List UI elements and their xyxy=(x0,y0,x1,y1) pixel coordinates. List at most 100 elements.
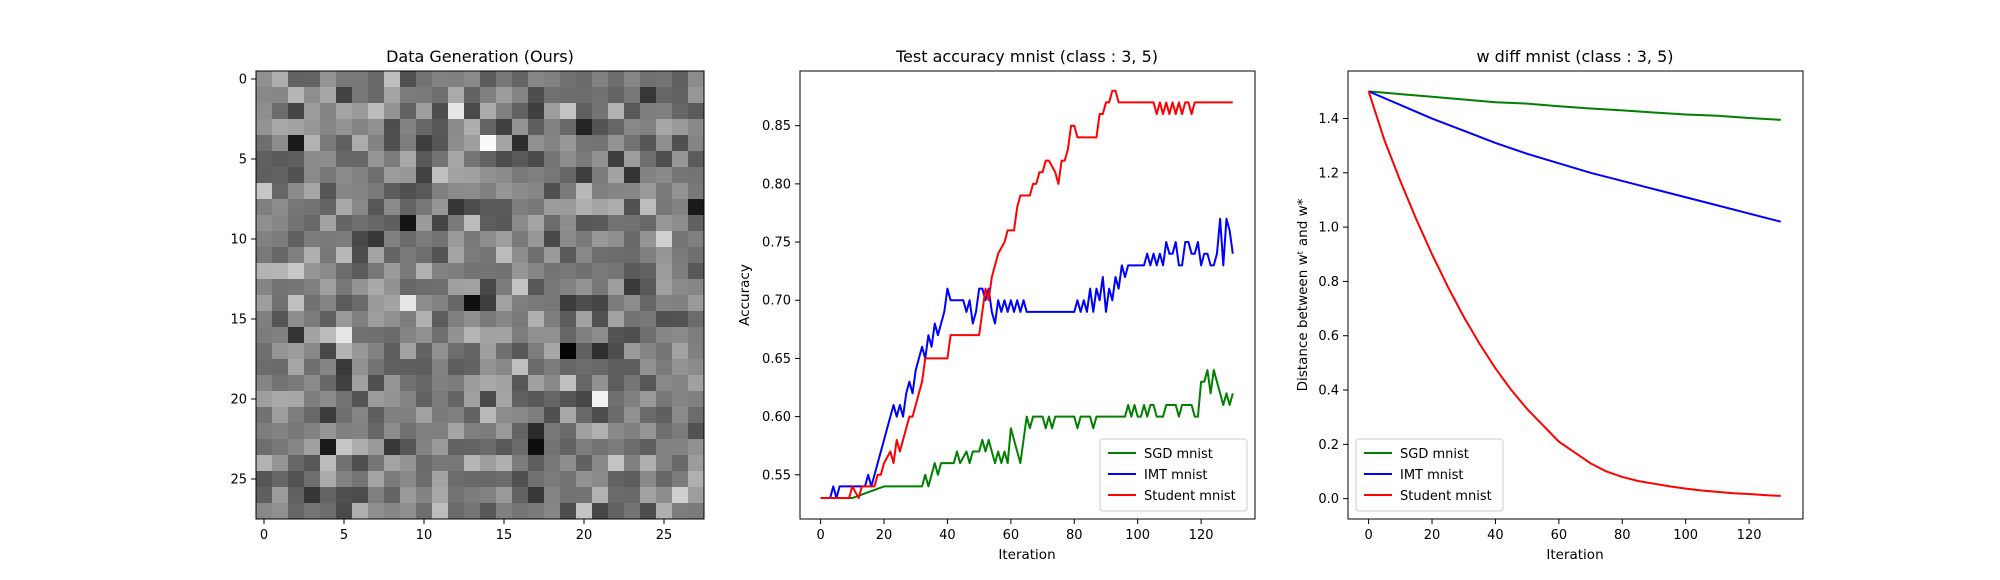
heatmap-cell xyxy=(608,167,625,184)
heatmap-cell xyxy=(416,327,433,344)
heatmap-cell xyxy=(480,327,497,344)
heatmap-cell xyxy=(480,279,497,296)
heatmap-cell xyxy=(688,151,705,168)
heatmap-cell xyxy=(384,327,401,344)
heatmap-cell xyxy=(656,71,673,88)
heatmap-cell xyxy=(256,199,273,216)
heatmap-cell xyxy=(368,343,385,360)
heatmap-cell xyxy=(384,391,401,408)
heatmap-cell xyxy=(624,119,641,136)
heatmap-cell xyxy=(448,311,465,328)
heatmap-cell xyxy=(448,167,465,184)
y-tick-label: 0.4 xyxy=(1318,384,1339,399)
heatmap-cell xyxy=(400,311,417,328)
heatmap-cell xyxy=(304,375,321,392)
heatmap-cell xyxy=(528,503,545,520)
heatmap-cell xyxy=(416,407,433,424)
heatmap-cell xyxy=(688,423,705,440)
heatmap-cell xyxy=(480,503,497,520)
heatmap-cell xyxy=(480,343,497,360)
heatmap-cell xyxy=(672,119,689,136)
heatmap-cell xyxy=(464,87,481,104)
heatmap-cell xyxy=(416,167,433,184)
heatmap-cell xyxy=(256,247,273,264)
heatmap-cell xyxy=(400,391,417,408)
y-tick-label: 0.85 xyxy=(762,119,791,134)
heatmap-cell xyxy=(576,135,593,152)
heatmap-cell xyxy=(336,247,353,264)
heatmap-cell xyxy=(672,455,689,472)
heatmap-cell xyxy=(320,375,337,392)
heatmap-cell xyxy=(672,391,689,408)
heatmap-cell xyxy=(288,103,305,120)
heatmap-cell xyxy=(272,295,289,312)
heatmap-cell xyxy=(304,135,321,152)
heatmap-cell xyxy=(576,199,593,216)
heatmap-cell xyxy=(432,487,449,504)
heatmap-cell xyxy=(448,87,465,104)
heatmap-cell xyxy=(576,471,593,488)
heatmap-cell xyxy=(656,167,673,184)
heatmap-cell xyxy=(688,359,705,376)
heatmap-cell xyxy=(592,503,609,520)
heatmap-cell xyxy=(640,455,657,472)
heatmap-cell xyxy=(320,471,337,488)
heatmap-cell xyxy=(688,279,705,296)
heatmap-cell xyxy=(656,471,673,488)
heatmap-cell xyxy=(464,103,481,120)
heatmap-cell xyxy=(608,199,625,216)
heatmap-cell xyxy=(528,279,545,296)
heatmap-cell xyxy=(560,167,577,184)
accuracy-lines xyxy=(820,89,1234,500)
x-tick-label: 20 xyxy=(876,528,893,543)
heatmap-cell xyxy=(576,103,593,120)
heatmap-cell xyxy=(576,407,593,424)
heatmap-y-tick-label: 20 xyxy=(230,393,247,408)
heatmap-cell xyxy=(320,151,337,168)
heatmap-cell xyxy=(592,439,609,456)
heatmap-cell xyxy=(512,343,529,360)
heatmap-title: Data Generation (Ours) xyxy=(386,47,574,66)
heatmap-cell xyxy=(656,423,673,440)
heatmap-cell xyxy=(608,487,625,504)
x-tick-label: 40 xyxy=(1487,528,1504,543)
x-tick-label: 120 xyxy=(1737,528,1762,543)
heatmap-cell xyxy=(592,103,609,120)
heatmap-cell xyxy=(352,103,369,120)
heatmap-cell xyxy=(416,151,433,168)
heatmap-cell xyxy=(560,471,577,488)
heatmap-cell xyxy=(512,359,529,376)
heatmap-cell xyxy=(432,119,449,136)
heatmap-cell xyxy=(528,71,545,88)
heatmap-cell xyxy=(320,503,337,520)
heatmap-cell xyxy=(672,151,689,168)
heatmap-cell xyxy=(640,215,657,232)
heatmap-cell xyxy=(336,311,353,328)
heatmap-cell xyxy=(256,471,273,488)
heatmap-cell xyxy=(544,103,561,120)
heatmap-cell xyxy=(656,279,673,296)
heatmap-cell xyxy=(400,151,417,168)
heatmap-cell xyxy=(432,503,449,520)
heatmap-cell xyxy=(384,455,401,472)
heatmap-cell xyxy=(592,311,609,328)
heatmap-cell xyxy=(416,247,433,264)
heatmap-cell xyxy=(496,103,513,120)
heatmap-cell xyxy=(576,119,593,136)
heatmap-cell xyxy=(432,343,449,360)
heatmap-cell xyxy=(512,327,529,344)
heatmap-cell xyxy=(688,503,705,520)
heatmap-cell xyxy=(256,407,273,424)
heatmap-cell xyxy=(352,263,369,280)
heatmap-cell xyxy=(304,343,321,360)
heatmap-cell xyxy=(640,295,657,312)
heatmap-cell xyxy=(336,487,353,504)
heatmap-cell xyxy=(288,183,305,200)
heatmap-cell xyxy=(400,87,417,104)
heatmap-cell xyxy=(272,71,289,88)
heatmap-cell xyxy=(400,231,417,248)
heatmap-cell xyxy=(544,71,561,88)
heatmap-cell xyxy=(576,167,593,184)
heatmap-cell xyxy=(480,183,497,200)
heatmap-cell xyxy=(272,103,289,120)
